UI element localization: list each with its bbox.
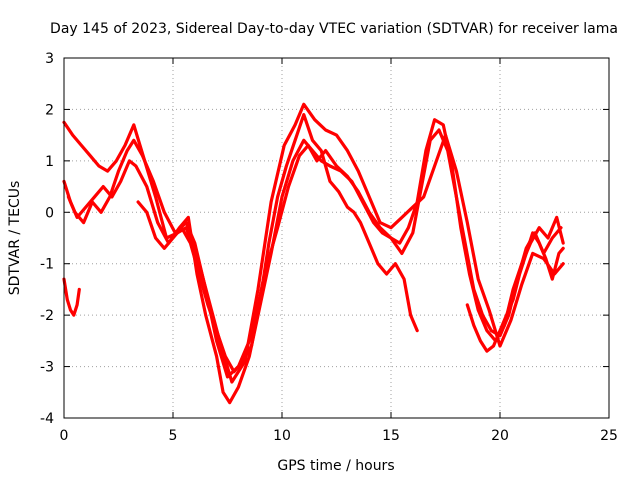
series-layer	[62, 102, 565, 405]
y-tick-label: 1	[45, 154, 54, 170]
x-tick-label: 5	[169, 428, 178, 444]
plot-frame	[63, 57, 610, 419]
x-tick-label: 25	[600, 428, 618, 444]
series-trace-d	[62, 277, 81, 317]
series-trace-c	[62, 102, 565, 384]
y-tick-label: -2	[40, 308, 54, 324]
series-trace-f	[465, 231, 565, 353]
series-trace-e	[136, 113, 419, 374]
series-trace-a	[62, 118, 565, 405]
grid	[64, 58, 609, 418]
y-tick-label: 2	[45, 102, 54, 118]
chart-title: Day 145 of 2023, Sidereal Day-to-day VTE…	[50, 21, 618, 37]
y-tick-label: -3	[40, 360, 54, 376]
x-axis-label: GPS time / hours	[277, 458, 394, 474]
x-tick-label: 0	[60, 428, 69, 444]
x-tick-label: 15	[382, 428, 400, 444]
x-tick-label: 20	[491, 428, 509, 444]
y-tick-label: -1	[40, 257, 54, 273]
ticks: 0 5 10 15 20 25 -4 -3 -2 -1 0 1 2 3	[40, 51, 618, 444]
x-tick-label: 10	[273, 428, 291, 444]
y-tick-label: 3	[45, 51, 54, 67]
y-axis-label: SDTVAR / TECUs	[7, 181, 23, 296]
series-trace-b	[66, 128, 563, 379]
y-tick-label: -4	[40, 411, 54, 427]
y-tick-label: 0	[45, 205, 54, 221]
